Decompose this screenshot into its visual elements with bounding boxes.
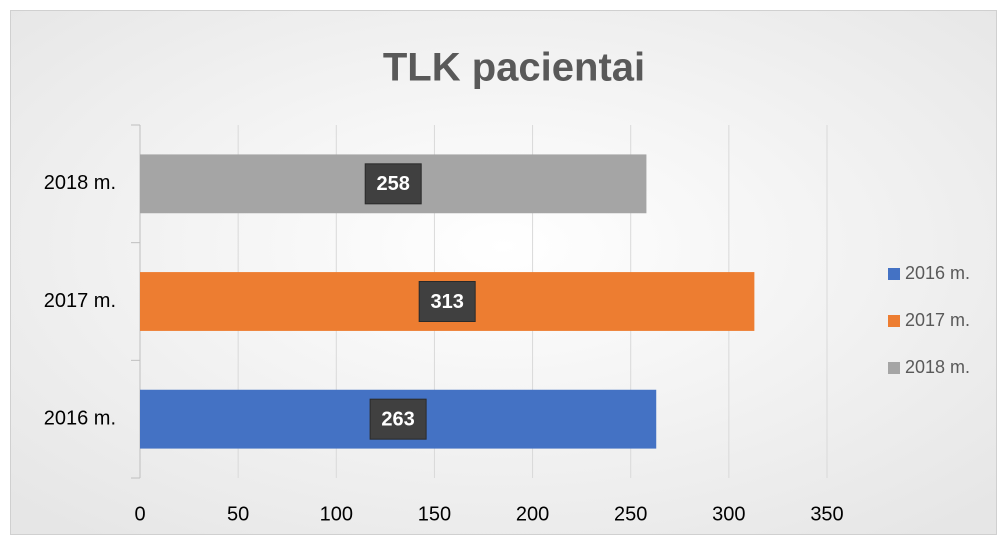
x-tick-label: 250: [614, 503, 647, 525]
x-tick-label: 50: [227, 503, 249, 525]
legend-label: 2018 m.: [905, 357, 970, 377]
data-label-box: [369, 398, 427, 440]
legend-swatch: [888, 268, 900, 280]
chart-title: TLK pacientai: [383, 46, 645, 90]
x-tick-label: 300: [712, 503, 745, 525]
data-label: 258: [377, 173, 410, 195]
legend-label: 2016 m.: [905, 263, 970, 283]
legend-label: 2017 m.: [905, 310, 970, 330]
data-label-box: [418, 281, 476, 322]
x-tick-label: 100: [320, 503, 353, 525]
y-tick-label: 2016 m.: [44, 407, 116, 429]
x-tick-label: 200: [516, 503, 549, 525]
legend-swatch: [888, 362, 900, 374]
data-label-box: [364, 163, 422, 205]
x-tick-label: 150: [418, 503, 451, 525]
legend-swatch: [888, 315, 900, 327]
y-tick-label: 2018 m.: [44, 172, 116, 194]
x-tick-label: 0: [134, 503, 145, 525]
data-label: 313: [430, 291, 463, 313]
data-label: 263: [381, 408, 414, 430]
y-tick-label: 2017 m.: [44, 290, 116, 312]
x-tick-label: 350: [810, 503, 843, 525]
